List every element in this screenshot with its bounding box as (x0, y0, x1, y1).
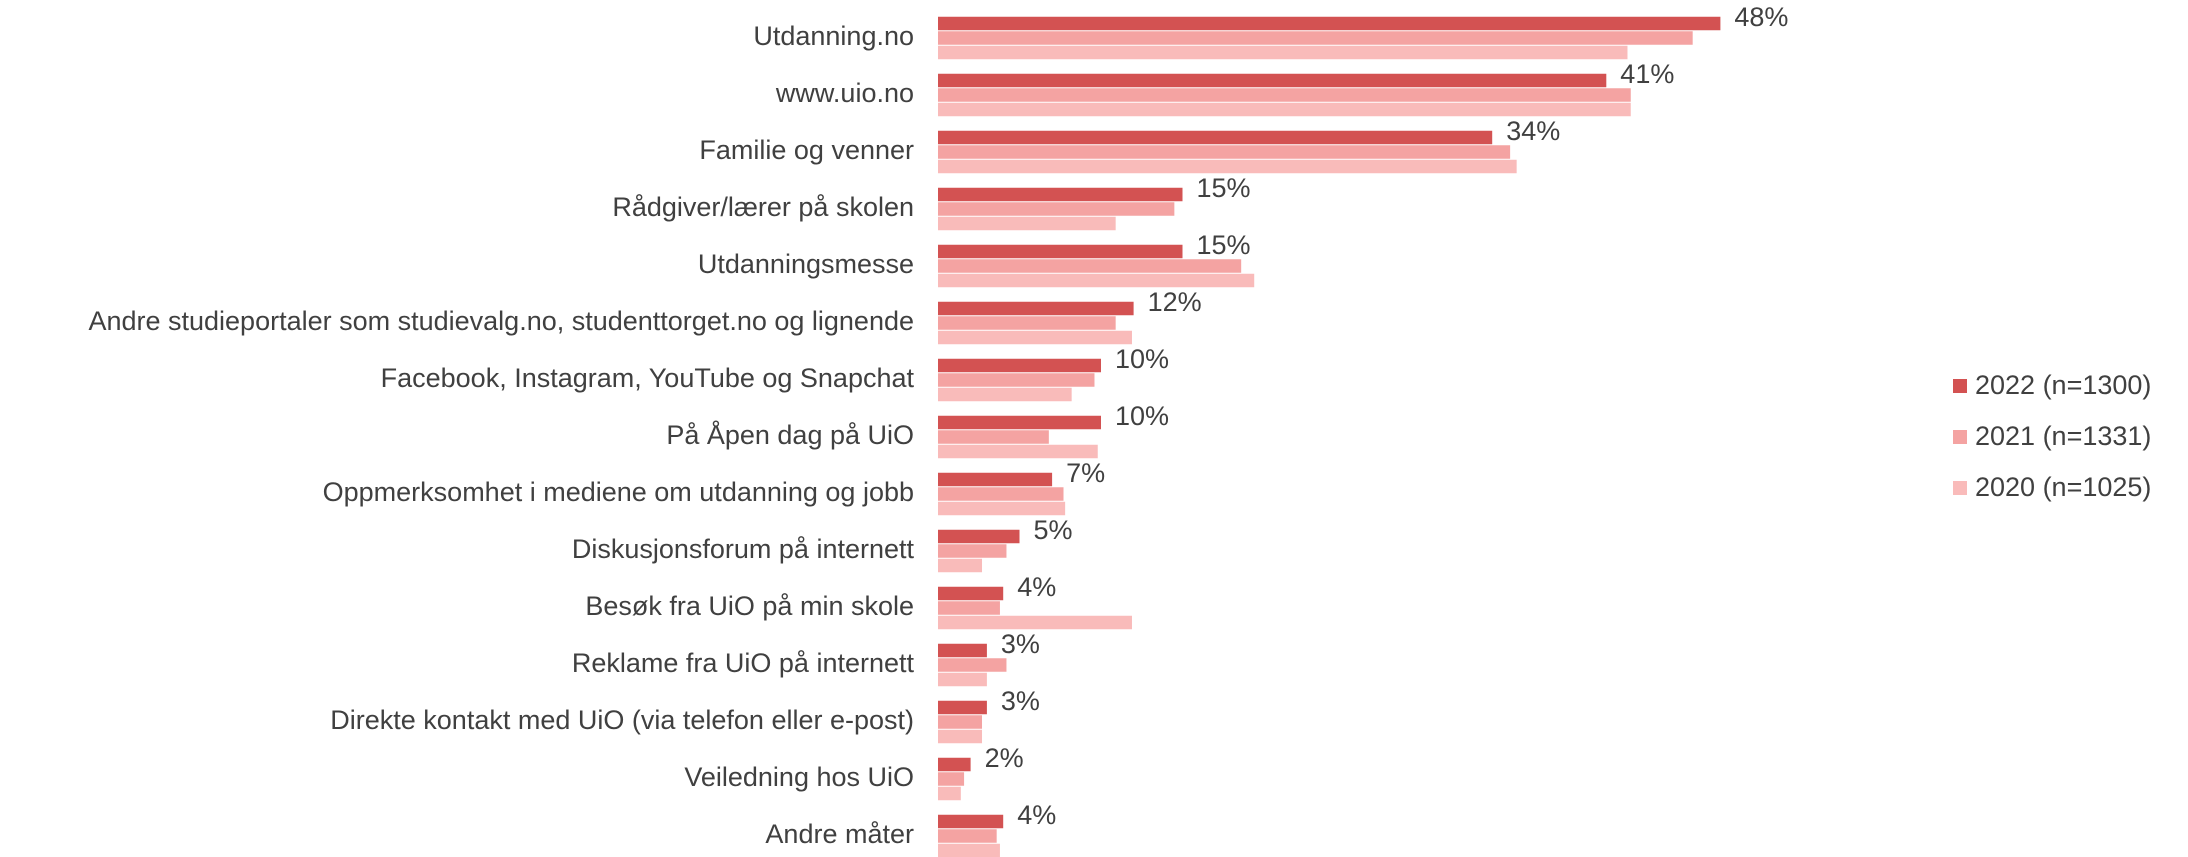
data-label: 3% (1001, 686, 1040, 716)
bar (938, 501, 1066, 516)
category-label: Oppmerksomhet i mediene om utdanning og … (323, 477, 914, 507)
bar (938, 829, 997, 843)
category-label: Diskusjonsforum på internett (572, 534, 915, 564)
bar (938, 729, 983, 744)
bar (938, 130, 1493, 145)
bar (938, 301, 1134, 316)
category-label: Utdanning.no (753, 21, 914, 51)
data-label: 3% (1001, 629, 1040, 659)
bar (938, 387, 1072, 402)
bar (938, 843, 1000, 857)
bar (938, 558, 983, 573)
category-label: Facebook, Instagram, YouTube og Snapchat (381, 363, 915, 393)
bar (938, 615, 1132, 630)
data-label: 5% (1034, 515, 1073, 545)
bar (938, 187, 1183, 202)
data-label: 41% (1620, 59, 1674, 89)
category-label: Andre måter (765, 819, 914, 849)
category-label: Familie og venner (699, 135, 914, 165)
bar (938, 145, 1511, 159)
bar (938, 358, 1101, 373)
bar (938, 202, 1175, 216)
bar (938, 102, 1631, 117)
data-label: 10% (1115, 401, 1169, 431)
data-label: 4% (1017, 800, 1056, 830)
bar (938, 73, 1607, 88)
bar (938, 586, 1004, 601)
bar (938, 45, 1628, 60)
legend-swatch (1953, 481, 1967, 495)
data-label: 12% (1148, 287, 1202, 317)
category-label: Veiledning hos UiO (684, 762, 914, 792)
bar (938, 786, 961, 801)
bar (938, 529, 1020, 544)
bar (938, 643, 987, 658)
data-label: 15% (1197, 230, 1251, 260)
bar (938, 601, 1000, 615)
bar (938, 772, 965, 786)
data-label: 15% (1197, 173, 1251, 203)
bar (938, 244, 1183, 259)
category-label: Utdanningsmesse (698, 249, 914, 279)
bar (938, 472, 1053, 487)
bar (938, 757, 971, 772)
data-label: 10% (1115, 344, 1169, 374)
bar (938, 700, 987, 715)
data-label: 2% (985, 743, 1024, 773)
bar (938, 373, 1095, 387)
bar (938, 415, 1101, 430)
category-label: På Åpen dag på UiO (666, 419, 914, 450)
data-label: 34% (1506, 116, 1560, 146)
legend-label: 2020 (n=1025) (1975, 472, 2151, 502)
bar (938, 259, 1242, 273)
bar (938, 16, 1721, 31)
bar (938, 715, 983, 729)
category-label: Besøk fra UiO på min skole (585, 591, 914, 621)
bar (938, 273, 1255, 288)
category-label: Rådgiver/lærer på skolen (612, 192, 914, 222)
bar (938, 430, 1049, 444)
legend-label: 2021 (n=1331) (1975, 421, 2151, 451)
bar (938, 159, 1517, 174)
bar (938, 216, 1116, 231)
bar (938, 31, 1693, 45)
legend-label: 2022 (n=1300) (1975, 370, 2151, 400)
category-label: Reklame fra UiO på internett (572, 648, 915, 678)
legend-swatch (1953, 430, 1967, 444)
bar (938, 330, 1132, 345)
bar (938, 88, 1631, 102)
bar (938, 672, 987, 687)
bar (938, 444, 1098, 459)
bar (938, 814, 1004, 829)
bar (938, 544, 1007, 558)
data-label: 7% (1066, 458, 1105, 488)
data-label: 48% (1734, 2, 1788, 32)
legend-swatch (1953, 379, 1967, 393)
bar (938, 487, 1064, 501)
category-label: Andre studieportaler som studievalg.no, … (88, 306, 914, 336)
category-label: www.uio.no (775, 78, 914, 108)
category-label: Direkte kontakt med UiO (via telefon ell… (330, 705, 914, 735)
bar (938, 658, 1007, 672)
data-label: 4% (1017, 572, 1056, 602)
bar (938, 316, 1116, 330)
